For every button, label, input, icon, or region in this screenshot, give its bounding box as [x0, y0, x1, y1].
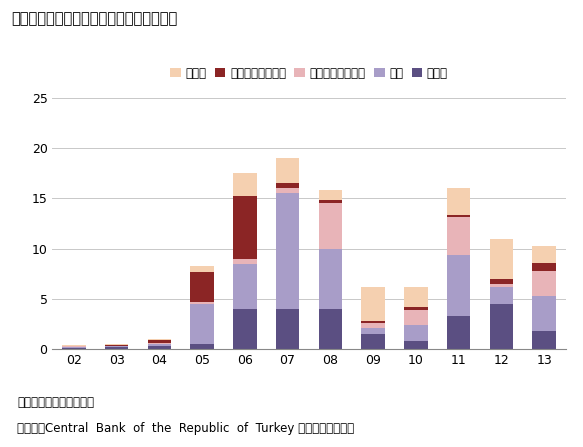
Bar — [190, 266, 214, 272]
Bar — [190, 304, 214, 344]
Bar — [62, 346, 86, 347]
Bar — [361, 320, 385, 323]
Bar — [105, 346, 128, 347]
Bar — [404, 341, 427, 349]
Bar — [361, 287, 385, 320]
Bar — [276, 189, 299, 194]
Text: （注）単位は１０億ドル: （注）単位は１０億ドル — [17, 396, 94, 409]
Bar — [532, 270, 556, 295]
Bar — [404, 325, 427, 341]
Bar — [447, 218, 470, 254]
Bar — [233, 258, 257, 264]
Bar — [276, 183, 299, 189]
Bar — [361, 323, 385, 328]
Bar — [233, 264, 257, 308]
Bar — [490, 304, 513, 349]
Bar — [404, 287, 427, 307]
Bar — [361, 333, 385, 349]
Bar — [318, 203, 342, 249]
Bar — [276, 308, 299, 349]
Bar — [233, 173, 257, 197]
Bar — [318, 308, 342, 349]
Bar — [447, 254, 470, 316]
Bar — [233, 308, 257, 349]
Bar — [532, 295, 556, 331]
Bar — [147, 339, 171, 340]
Bar — [147, 344, 171, 346]
Bar — [276, 158, 299, 183]
Bar — [361, 328, 385, 333]
Bar — [276, 194, 299, 308]
Legend: その他, 運輸・倉庫・通信, 電力・ガス・水道, 金融, 製造業: その他, 運輸・倉庫・通信, 電力・ガス・水道, 金融, 製造業 — [170, 67, 448, 80]
Bar — [532, 331, 556, 349]
Bar — [404, 307, 427, 310]
Bar — [404, 310, 427, 325]
Bar — [447, 189, 470, 215]
Bar — [318, 200, 342, 203]
Bar — [490, 239, 513, 278]
Bar — [147, 343, 171, 344]
Bar — [318, 190, 342, 200]
Bar — [490, 283, 513, 287]
Bar — [447, 215, 470, 218]
Bar — [105, 347, 128, 349]
Bar — [490, 278, 513, 283]
Bar — [147, 346, 171, 349]
Bar — [190, 272, 214, 302]
Bar — [105, 344, 128, 345]
Bar — [105, 345, 128, 346]
Bar — [318, 249, 342, 308]
Bar — [233, 197, 257, 258]
Bar — [532, 245, 556, 262]
Text: （出所）Central  Bank  of  the  Republic  of  Turkey より大和総研作成: （出所）Central Bank of the Republic of Turk… — [17, 422, 354, 435]
Bar — [62, 348, 86, 349]
Bar — [62, 347, 86, 348]
Bar — [490, 287, 513, 304]
Bar — [447, 316, 470, 349]
Text: 図表１．　外国直接投資の推移（産業別）: 図表１． 外国直接投資の推移（産業別） — [12, 11, 178, 26]
Bar — [532, 262, 556, 270]
Bar — [147, 340, 171, 343]
Bar — [190, 302, 214, 304]
Bar — [190, 344, 214, 349]
Bar — [62, 345, 86, 346]
